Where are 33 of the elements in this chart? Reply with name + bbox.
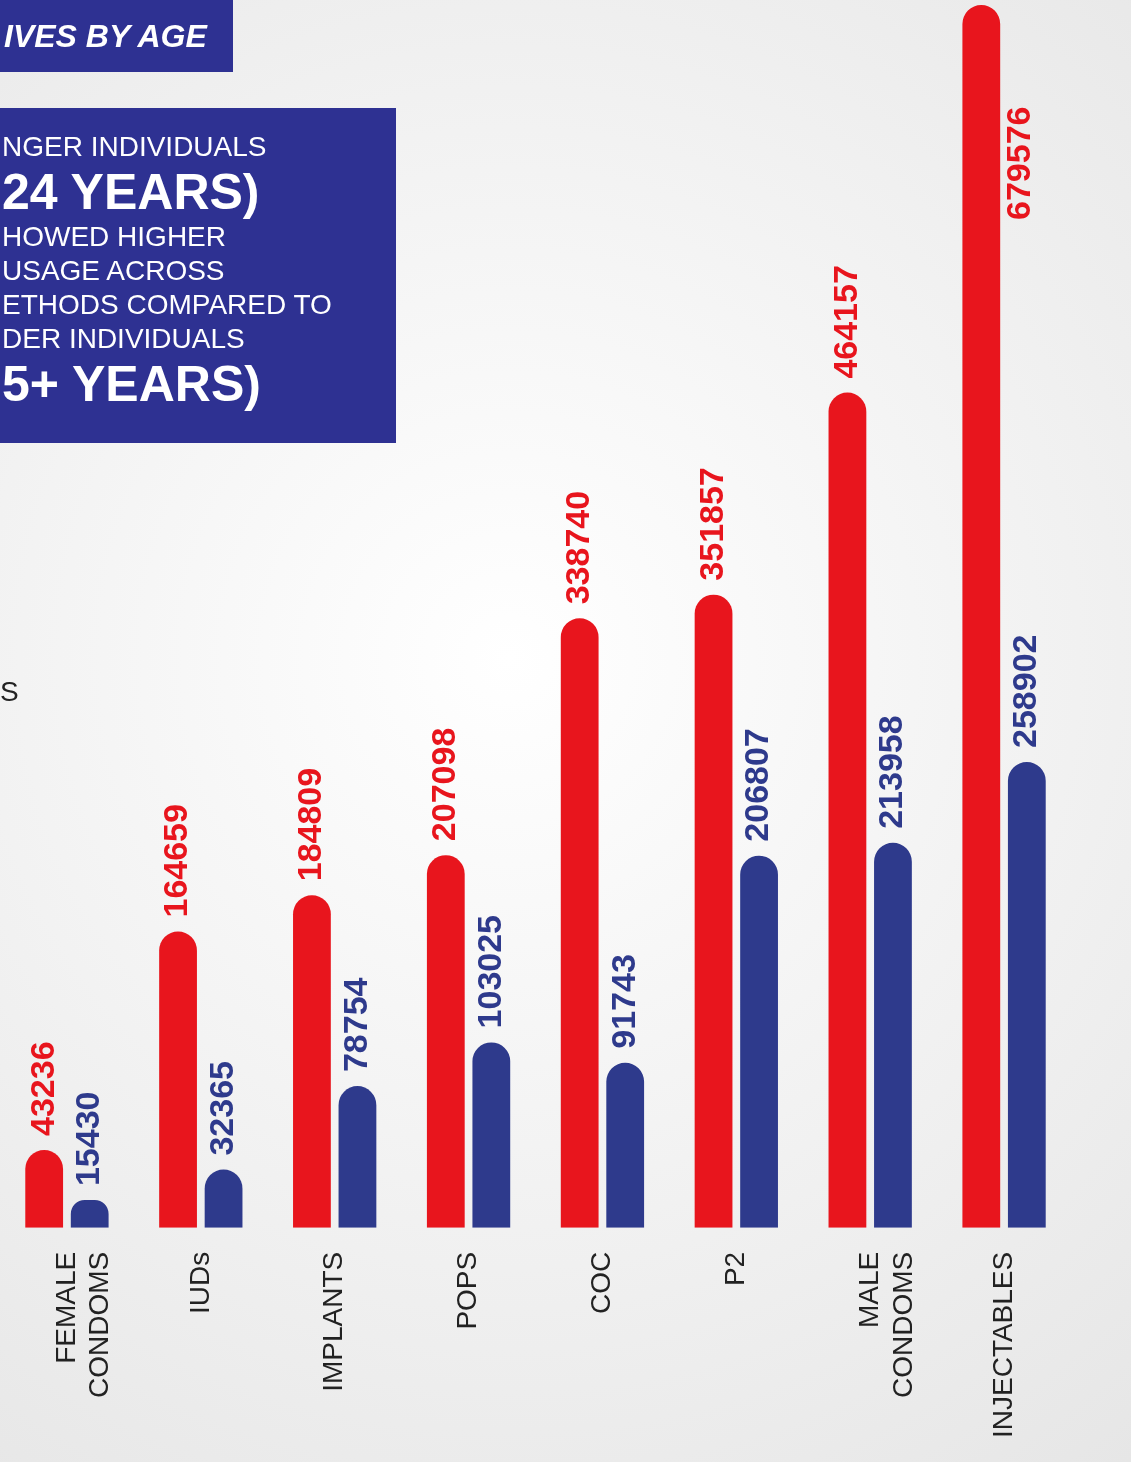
data-label: 258902: [1005, 634, 1044, 748]
x-tick-label: POPS: [451, 1251, 483, 1330]
annotation: ETHODS COMPARED TO: [2, 288, 333, 322]
x-tick-label: IMPLANTS: [317, 1251, 349, 1392]
annotation: 24 YEARS): [2, 164, 261, 220]
annotation: HOWED HIGHER: [2, 220, 227, 254]
data-label: 78754: [335, 977, 374, 1073]
data-label: 207098: [424, 727, 463, 842]
x-tick-label: COC: [585, 1251, 617, 1315]
data-label: 679576: [998, 106, 1037, 220]
data-label: 91743: [603, 954, 642, 1049]
data-label: 103025: [469, 914, 508, 1029]
data-label: 464157: [825, 265, 864, 379]
data-label: 15430: [68, 1091, 107, 1187]
annotation: USAGE ACROSS: [2, 254, 226, 288]
annotation: NGER INDIVIDUALS: [2, 130, 268, 164]
data-label: 32365: [201, 1061, 240, 1156]
annotation: DER INDIVIDUALS: [2, 322, 246, 356]
x-tick-label: IUDs: [183, 1251, 215, 1315]
x-tick-label: INJECTABLES: [986, 1251, 1018, 1439]
annotation: 5+ YEARS): [2, 356, 262, 412]
x-tick-label: P2: [719, 1251, 751, 1287]
annotation: S: [0, 676, 19, 708]
chart-title: IVES BY AGE: [0, 0, 233, 72]
data-label: 213958: [871, 715, 910, 829]
data-label: 184809: [290, 767, 329, 882]
x-tick-label: FEMALE CONDOMS: [49, 1251, 115, 1399]
data-label: 206807: [737, 728, 776, 842]
data-label: 338740: [558, 490, 597, 605]
data-label: 351857: [691, 467, 730, 581]
x-tick-label: MALE CONDOMS: [852, 1251, 918, 1399]
data-label: 43236: [22, 1041, 61, 1137]
data-label: 164659: [156, 804, 195, 918]
